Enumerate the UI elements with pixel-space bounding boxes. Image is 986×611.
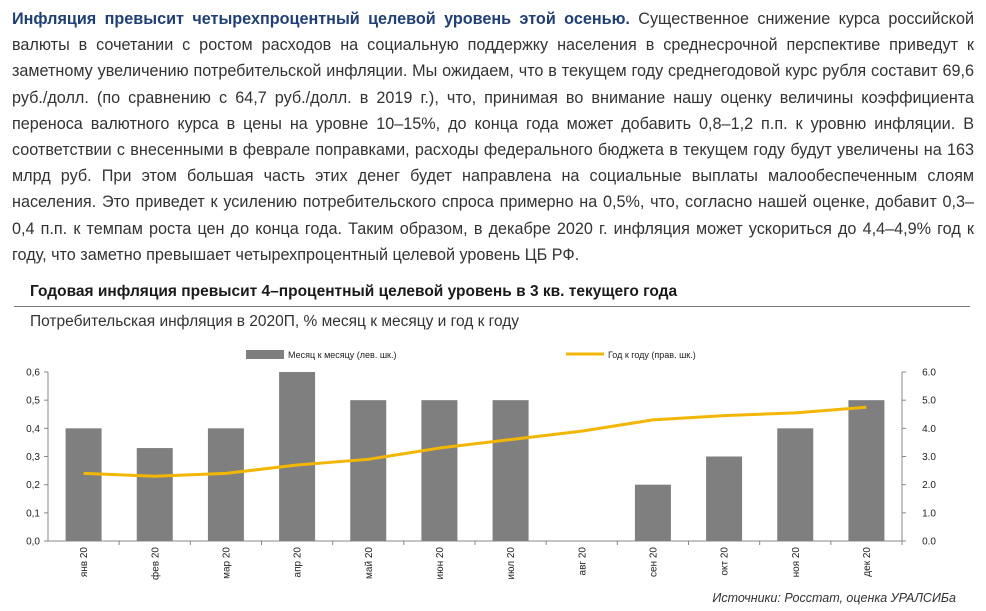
bar-6 — [421, 400, 458, 541]
x-tick-label: авг 20 — [577, 547, 588, 576]
x-tick-label: сен 20 — [648, 547, 659, 577]
right-tick-label: 1.0 — [922, 508, 936, 519]
bar-9 — [634, 484, 671, 541]
x-tick-label: июл 20 — [506, 547, 517, 580]
legend-line-label: Год к году (прав. шк.) — [608, 350, 696, 360]
bar-7 — [492, 400, 529, 541]
bar-1 — [65, 428, 102, 541]
paragraph-body: Существенное снижение курса российской в… — [12, 10, 974, 264]
x-tick-label: июн 20 — [435, 547, 446, 580]
x-tick-label: дек 20 — [862, 547, 873, 577]
right-tick-label: 4.0 — [922, 424, 936, 435]
left-tick-label: 0,1 — [26, 508, 40, 519]
source-note: Источники: Росстат, оценка УРАЛСИБа — [712, 591, 956, 605]
bar-11 — [777, 428, 814, 541]
left-tick-label: 0,5 — [26, 396, 40, 407]
right-tick-label: 0.0 — [922, 537, 936, 548]
x-tick-label: май 20 — [364, 547, 375, 579]
right-tick-label: 2.0 — [922, 480, 936, 491]
right-tick-label: 6.0 — [922, 368, 936, 379]
chart-title: Годовая инфляция превысит 4–процентный ц… — [30, 283, 678, 300]
legend-bar-label: Месяц к месяцу (лев. шк.) — [288, 350, 396, 360]
bar-12 — [848, 400, 885, 541]
left-tick-label: 0,6 — [26, 368, 40, 379]
x-tick-label: апр 20 — [293, 547, 304, 578]
x-tick-label: окт 20 — [720, 547, 731, 576]
x-tick-label: фев 20 — [149, 547, 161, 580]
bar-5 — [350, 400, 387, 541]
right-tick-label: 5.0 — [922, 396, 936, 407]
inflation-chart: 0,0 0,1 0,2 0,3 0,4 0,5 0,6 0.0 1.0 2.0 3.0 4.0 5.0 6… — [26, 350, 936, 580]
bar-2 — [136, 448, 173, 541]
x-tick-label: мар 20 — [221, 547, 232, 579]
chart-subtitle: Потребительская инфляция в 2020П, % меся… — [30, 313, 520, 330]
title-divider — [14, 306, 970, 307]
bar-10 — [706, 456, 743, 541]
yoy-line — [83, 405, 867, 478]
legend-bar-swatch — [246, 350, 284, 359]
x-tick-label: янв 20 — [79, 547, 90, 578]
left-tick-label: 0,3 — [26, 452, 40, 463]
intro-paragraph: Инфляция превысит четырехпроцентный целе… — [12, 6, 974, 268]
right-tick-label: 3.0 — [922, 452, 936, 463]
left-tick-label: 0,4 — [26, 424, 40, 435]
left-tick-label: 0,0 — [26, 537, 40, 548]
left-tick-label: 0,2 — [26, 480, 40, 491]
bar-4 — [279, 372, 316, 541]
paragraph-lead: Инфляция превысит четырехпроцентный целе… — [12, 10, 630, 28]
x-tick-label: ноя 20 — [791, 547, 802, 578]
bar-3 — [207, 428, 244, 541]
